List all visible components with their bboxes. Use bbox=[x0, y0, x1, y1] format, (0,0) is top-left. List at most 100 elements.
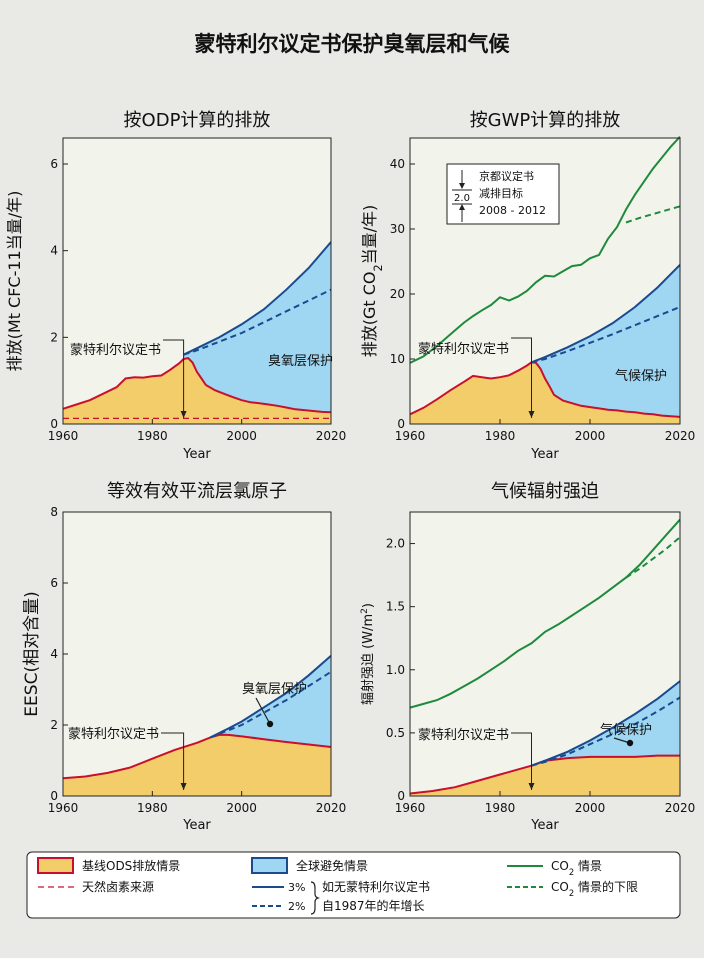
y-axis-label-part: ) bbox=[361, 603, 376, 608]
x-axis-label: Year bbox=[182, 818, 211, 833]
legend-baseline-label: 基线ODS排放情景 bbox=[82, 858, 180, 873]
y-tick-label: 0 bbox=[50, 789, 58, 803]
x-tick-label: 2020 bbox=[316, 429, 347, 443]
baseline-line bbox=[409, 361, 681, 418]
y-tick-label: 1.0 bbox=[386, 663, 405, 677]
legend-growth-line1: 如无蒙特利尔议定书 bbox=[322, 879, 430, 894]
x-tick-label: 2020 bbox=[665, 429, 696, 443]
panel-title: 等效有效平流层氯原子 bbox=[107, 481, 287, 502]
y-tick-label: 2 bbox=[50, 718, 58, 732]
legend-co2-label: CO2 情景 bbox=[551, 859, 602, 877]
y-tick-label: 40 bbox=[390, 157, 405, 171]
avoided-area bbox=[531, 681, 680, 766]
x-tick-label: 1960 bbox=[48, 801, 79, 815]
montreal-protocol-label: 蒙特利尔议定书 bbox=[70, 343, 161, 358]
x-tick-label: 1960 bbox=[395, 429, 426, 443]
plot-frame bbox=[409, 511, 681, 797]
legend-natural-label: 天然卤素来源 bbox=[82, 879, 154, 894]
x-axis-label: Year bbox=[530, 447, 559, 462]
baseline-area bbox=[410, 362, 680, 424]
kyoto-arrowhead-down bbox=[459, 183, 465, 189]
avoided-area bbox=[183, 242, 331, 413]
y-tick-label: 1.5 bbox=[386, 600, 405, 614]
y-tick-label: 0 bbox=[50, 417, 58, 431]
growth-2pct-line bbox=[531, 306, 681, 364]
y-tick-label: 2.0 bbox=[386, 537, 405, 551]
legend-co2-lower-label: CO2 情景的下限 bbox=[551, 879, 638, 898]
chart-odp: 1960 1980 2000 2020 0 2 4 6 按ODP计算的排放 Year 排放(Mt C… bbox=[5, 110, 346, 462]
x-tick-label: 2000 bbox=[226, 801, 257, 815]
legend-2pct-label: 2% bbox=[288, 900, 305, 913]
co2-line bbox=[409, 136, 681, 364]
y-tick-label: 0.5 bbox=[386, 726, 405, 740]
y-axis-label-part: 排放(Gt CO bbox=[360, 271, 379, 357]
y-tick-label: 4 bbox=[50, 244, 58, 258]
chart-rf: 1960 1980 2000 2020 0 0.5 1.0 1.5 2.0 气候辐射强迫 Year 辐… bbox=[360, 481, 695, 833]
growth-2pct-line bbox=[183, 288, 332, 356]
growth-2pct-line bbox=[531, 696, 681, 767]
co2-line bbox=[409, 518, 681, 709]
kyoto-text-line: 京都议定书 bbox=[479, 169, 534, 183]
legend-avoided-label: 全球避免情景 bbox=[296, 858, 368, 873]
kyoto-arrowhead-up bbox=[459, 204, 465, 210]
protection-dot bbox=[266, 720, 274, 728]
montreal-arrowhead bbox=[180, 411, 187, 418]
growth-3pct-line bbox=[183, 241, 332, 356]
legend-co2-part: 情景的下限 bbox=[574, 879, 638, 894]
growth-3pct-line bbox=[209, 655, 332, 739]
x-tick-label: 1980 bbox=[137, 801, 168, 815]
y-tick-label: 0 bbox=[397, 417, 405, 431]
baseline-area bbox=[63, 358, 331, 424]
baseline-area bbox=[63, 734, 331, 796]
protection-label: 臭氧层保护 bbox=[242, 682, 307, 697]
montreal-pointer bbox=[511, 337, 532, 418]
montreal-arrowhead bbox=[528, 411, 535, 418]
protection-dot bbox=[626, 739, 634, 747]
panel-title: 气候辐射强迫 bbox=[491, 481, 599, 502]
panel-title: 按GWP计算的排放 bbox=[470, 110, 621, 131]
y-axis-label: 排放(Gt CO2当量/年) bbox=[360, 205, 385, 358]
legend-co2-part: CO bbox=[551, 880, 569, 894]
x-axis-label: Year bbox=[182, 447, 211, 462]
montreal-arrowhead bbox=[528, 783, 535, 790]
y-axis-label-sub: 2 bbox=[372, 264, 385, 271]
protection-pointer bbox=[255, 697, 271, 725]
protection-label: 臭氧层保护 bbox=[268, 354, 333, 369]
kyoto-value: 2.0 bbox=[454, 193, 470, 204]
co2-lower-line bbox=[625, 536, 681, 579]
legend-co2-part: CO bbox=[551, 859, 569, 873]
y-tick-label: 6 bbox=[50, 157, 58, 171]
x-tick-label: 1980 bbox=[485, 801, 516, 815]
kyoto-text-line: 减排目标 bbox=[479, 186, 523, 200]
y-axis-label: 排放(Mt CFC-11当量/年) bbox=[5, 191, 24, 372]
y-axis-label-part: 当量/年) bbox=[360, 205, 379, 265]
baseline-area bbox=[410, 755, 680, 796]
montreal-pointer bbox=[511, 732, 532, 790]
x-tick-label: 1980 bbox=[137, 429, 168, 443]
x-tick-label: 2000 bbox=[226, 429, 257, 443]
legend-co2-sub: 2 bbox=[569, 867, 574, 877]
legend-baseline-swatch bbox=[37, 857, 74, 874]
montreal-protocol-label: 蒙特利尔议定书 bbox=[418, 342, 509, 357]
x-tick-label: 2000 bbox=[575, 429, 606, 443]
x-axis-label: Year bbox=[530, 818, 559, 833]
y-tick-label: 30 bbox=[390, 222, 405, 236]
montreal-arrowhead bbox=[180, 783, 187, 790]
y-tick-label: 2 bbox=[50, 330, 58, 344]
y-axis-label: EESC(相对含量) bbox=[22, 591, 42, 716]
y-tick-label: 20 bbox=[390, 287, 405, 301]
montreal-protocol-label: 蒙特利尔议定书 bbox=[418, 728, 509, 743]
legend-growth-line2: 自1987年的年增长 bbox=[322, 898, 425, 913]
x-tick-label: 1980 bbox=[485, 429, 516, 443]
kyoto-inset-box bbox=[446, 163, 560, 225]
y-axis-label-part: 辐射强迫 (W/m bbox=[360, 614, 376, 705]
legend-brace bbox=[310, 881, 320, 915]
baseline-line bbox=[62, 357, 332, 414]
growth-2pct-line bbox=[210, 670, 332, 739]
protection-label: 气候保护 bbox=[600, 722, 652, 738]
y-tick-label: 4 bbox=[50, 647, 58, 661]
legend-box bbox=[26, 851, 681, 919]
